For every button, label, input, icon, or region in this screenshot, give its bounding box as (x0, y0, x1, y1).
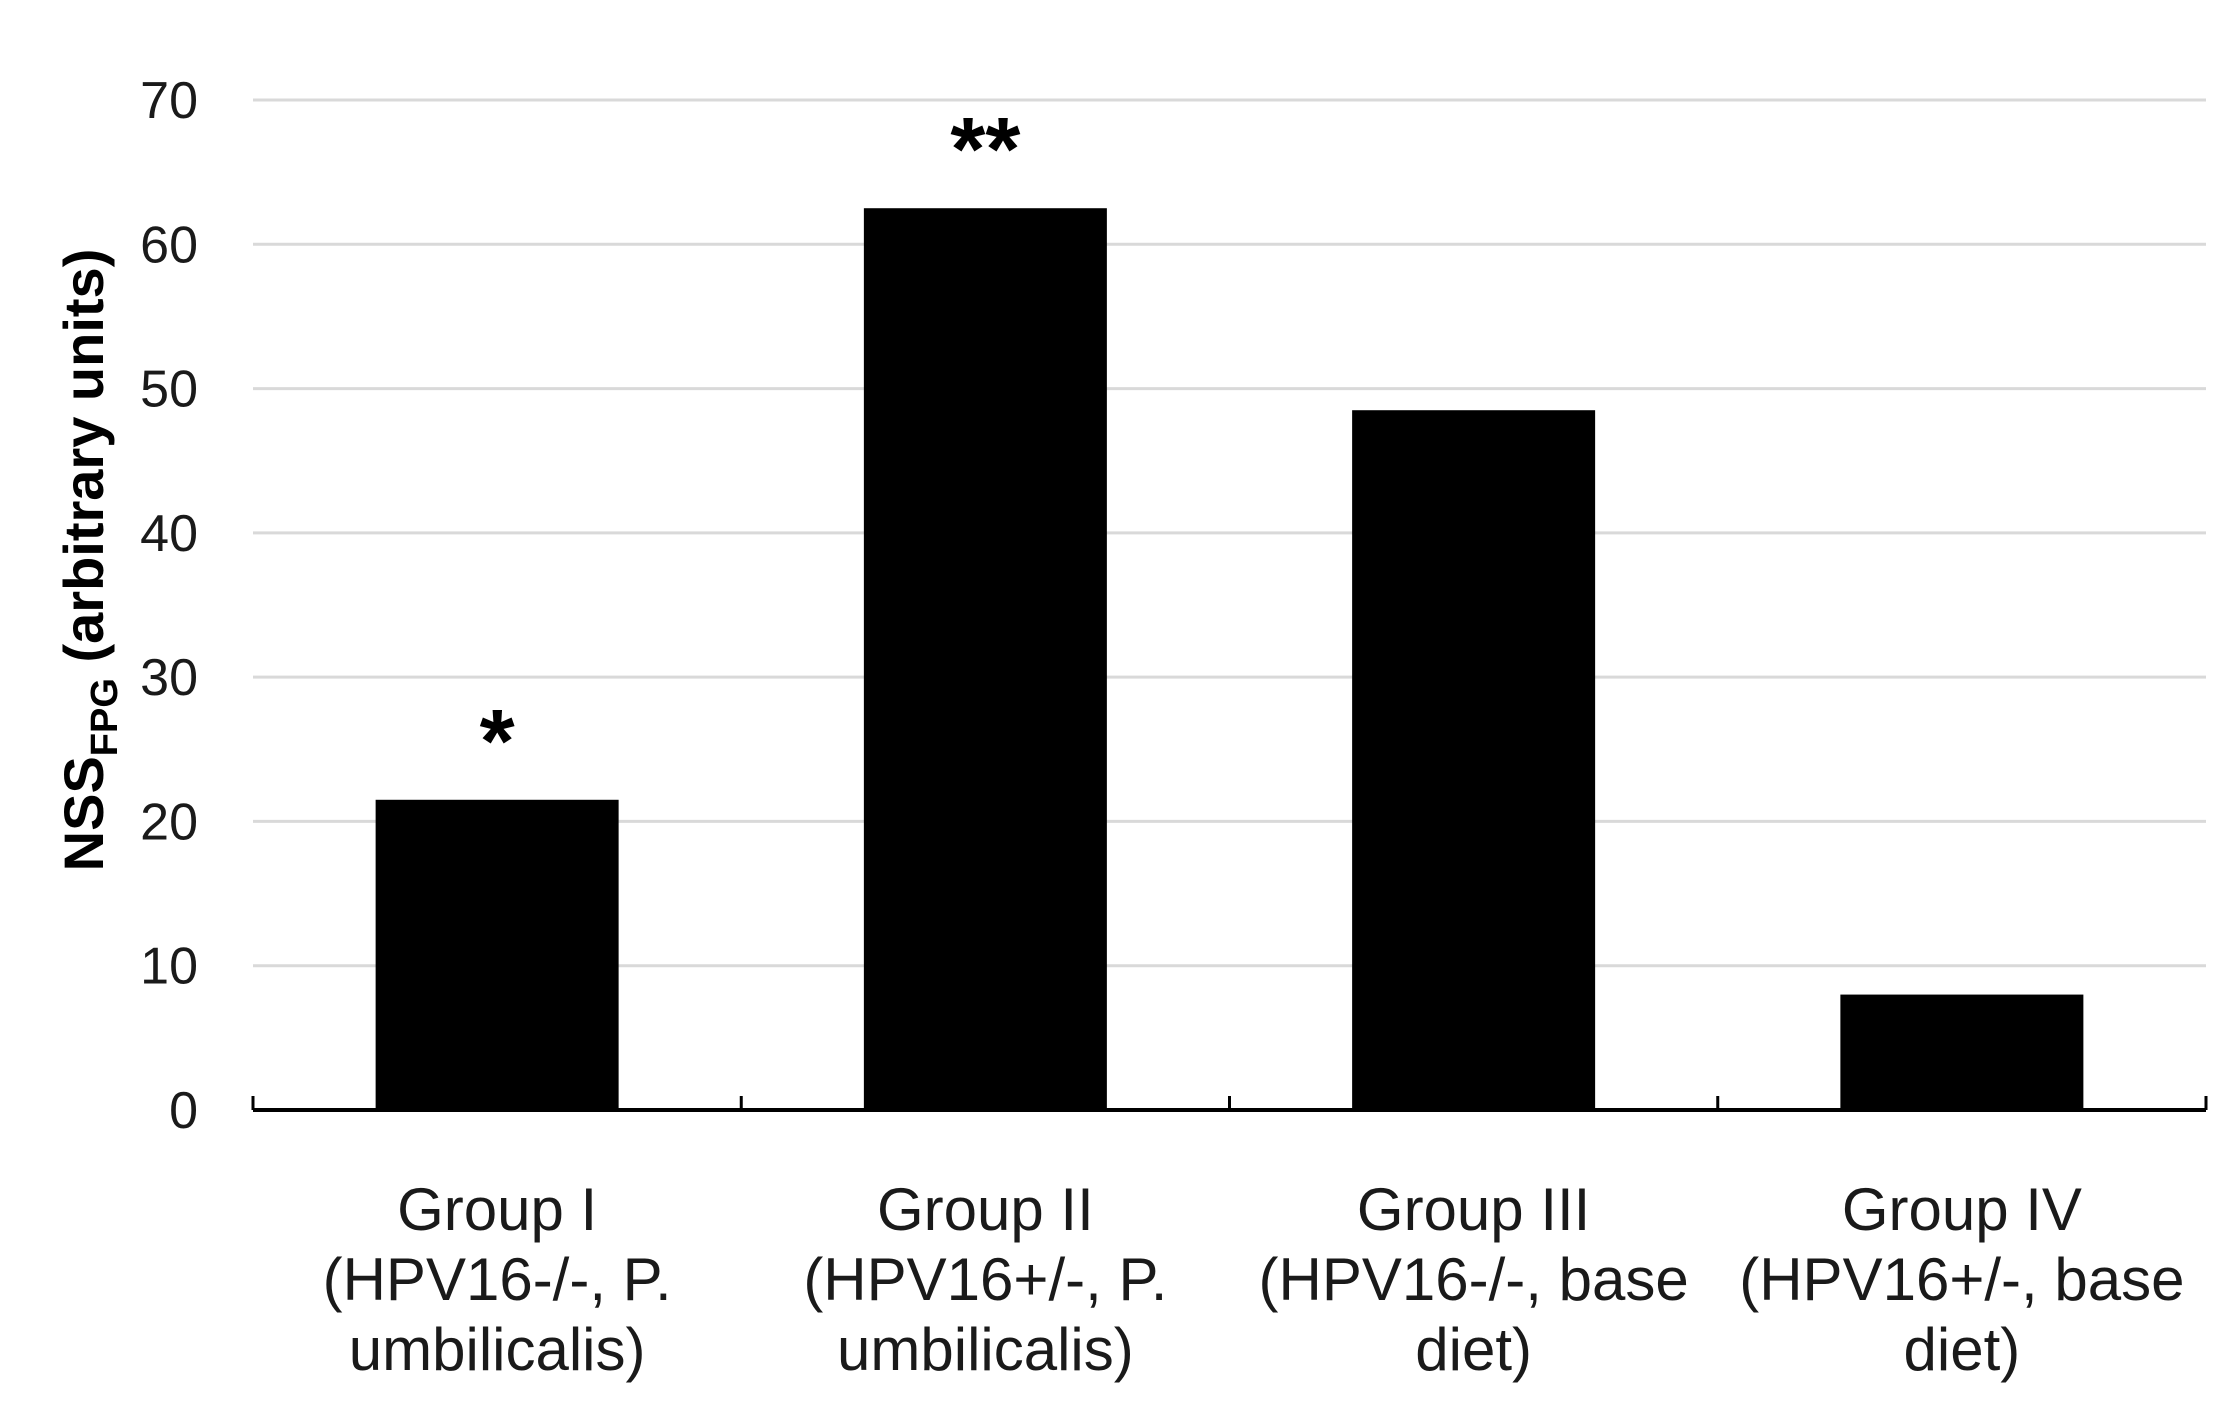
x-axis-category-labels: Group I (HPV16-/-, P. umbilicalis) Group II… (323, 1176, 2185, 1383)
x-category-label: Group IV (HPV16+/-, base diet) (1739, 1176, 2184, 1383)
bars (375, 208, 2084, 1110)
y-tick-label: 30 (140, 649, 198, 707)
x-category-label: Group II (HPV16+/-, P. umbilicalis) (803, 1176, 1167, 1383)
bar (1352, 410, 1596, 1110)
y-tick-label: 0 (169, 1082, 198, 1140)
y-tick-label: 40 (140, 505, 198, 563)
y-tick-label: 60 (140, 216, 198, 274)
y-axis-label-subscript: FPG (84, 678, 126, 756)
bar (375, 799, 619, 1110)
bar (1840, 994, 2084, 1110)
y-axis-label: NSSFPG (arbitrary units) (52, 249, 126, 872)
x-axis (251, 1096, 2208, 1112)
y-tick-label: 70 (140, 72, 198, 130)
y-axis-label-main: NSS (52, 756, 115, 871)
y-axis-label-rest: (arbitrary units) (52, 249, 115, 678)
y-tick-label: 10 (140, 938, 198, 996)
y-axis-ticks: 0 10 20 30 40 50 60 70 (140, 72, 198, 1140)
x-category-label: Group I (HPV16-/-, P. umbilicalis) (323, 1176, 672, 1383)
significance-marker: ** (950, 100, 1020, 200)
bar (863, 208, 1107, 1110)
significance-annotations: *** (480, 100, 1021, 792)
y-tick-label: 50 (140, 361, 198, 419)
x-category-label: Group III (HPV16-/-, base diet) (1259, 1176, 1689, 1383)
significance-marker: * (480, 692, 515, 792)
y-tick-label: 20 (140, 793, 198, 851)
